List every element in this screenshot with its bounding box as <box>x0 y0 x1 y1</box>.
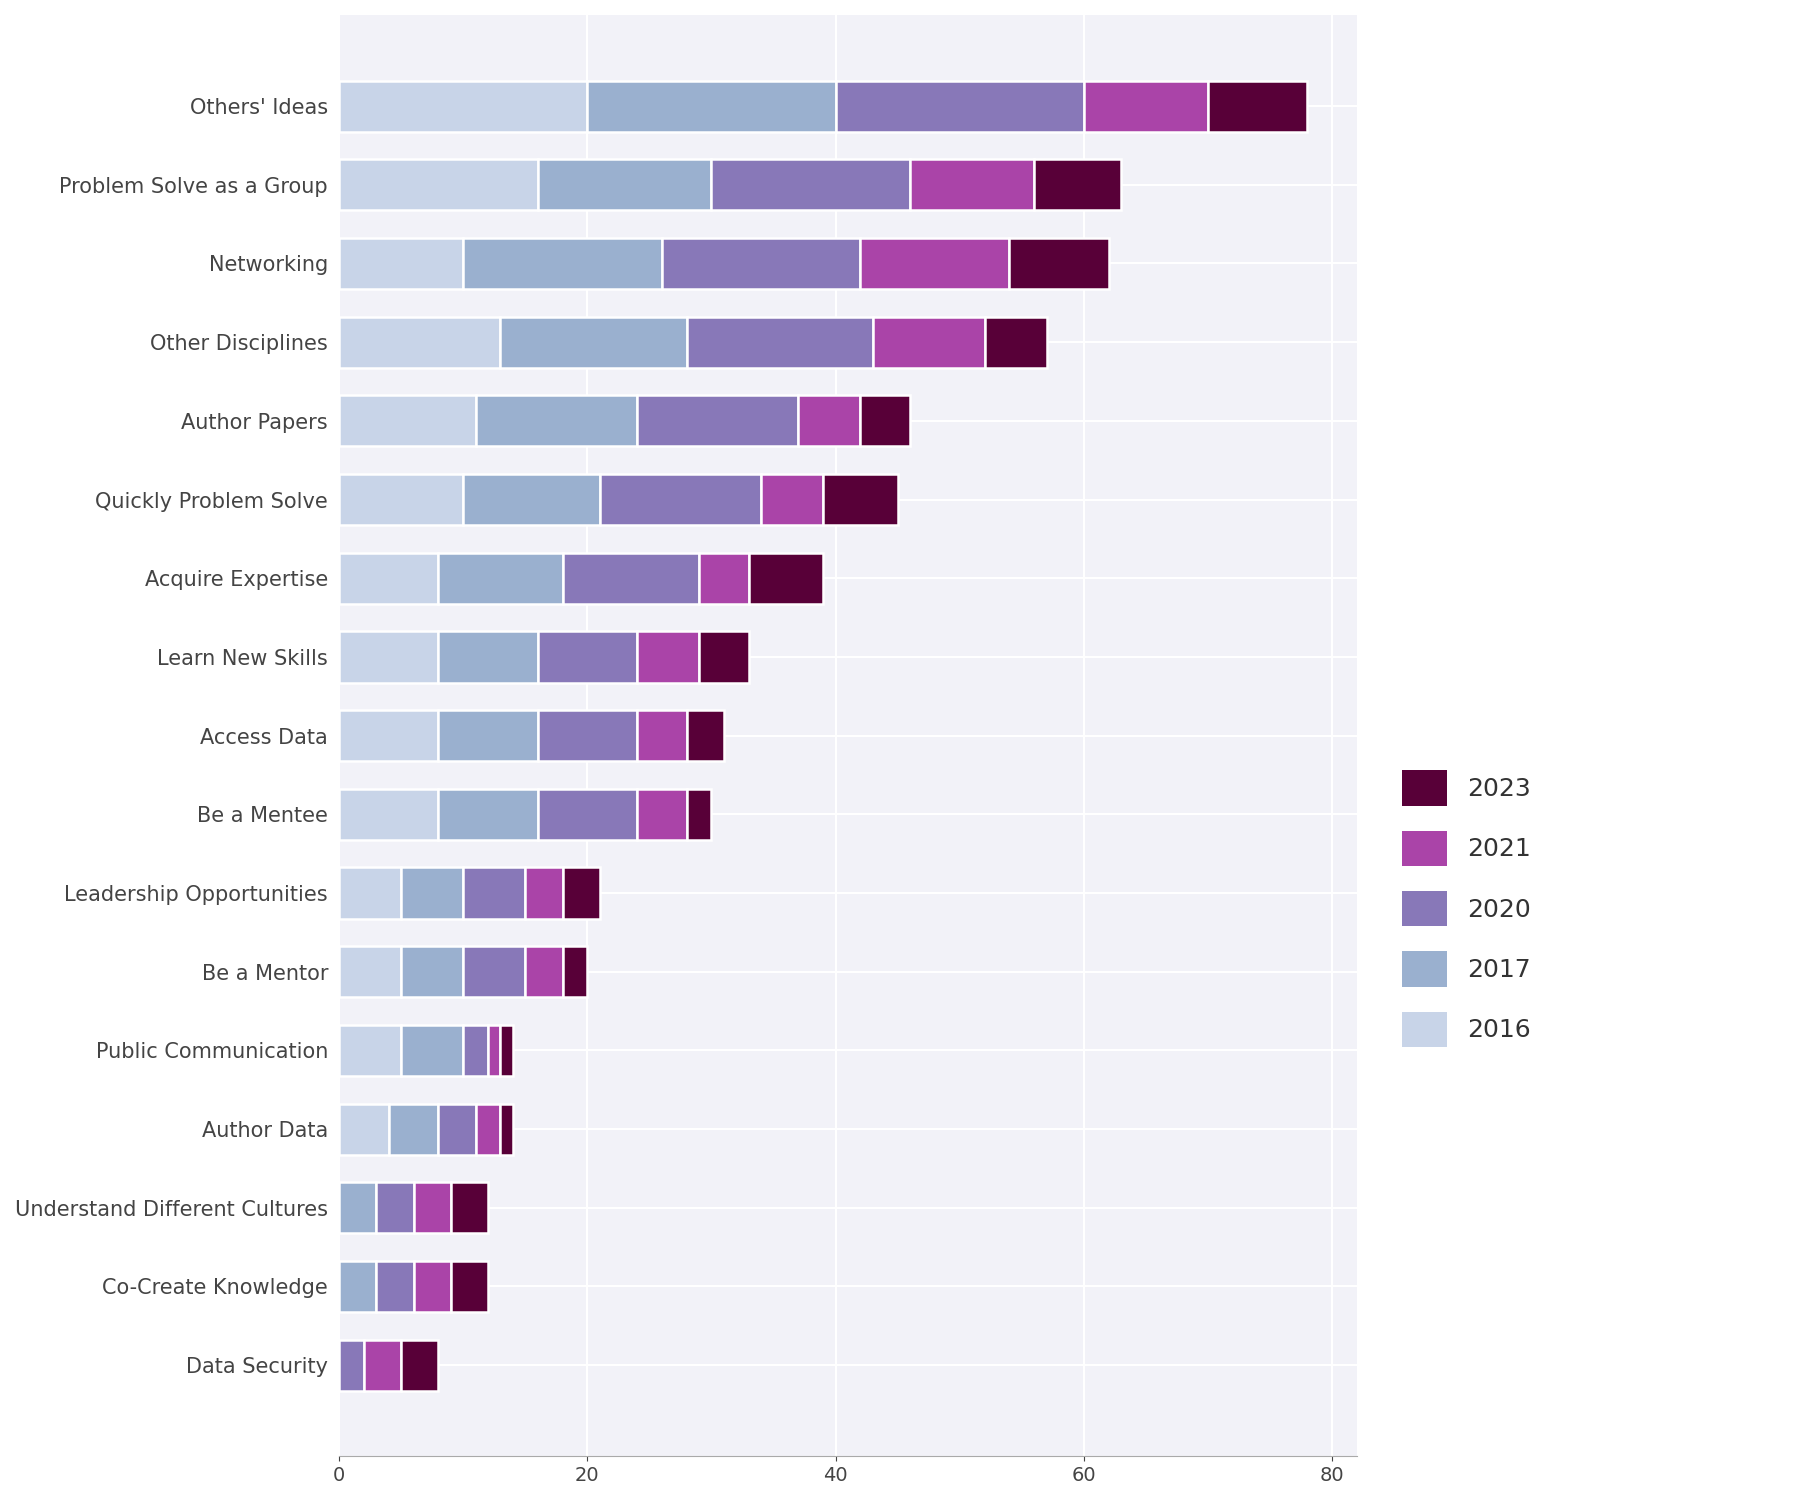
Bar <box>823 474 898 525</box>
Bar <box>637 710 686 760</box>
Bar <box>686 789 711 840</box>
Bar <box>563 552 698 604</box>
Bar <box>637 396 799 447</box>
Bar <box>500 1104 513 1155</box>
Bar <box>401 867 463 918</box>
Bar <box>338 552 439 604</box>
Bar <box>563 867 599 918</box>
Bar <box>450 1182 488 1233</box>
Bar <box>439 1104 475 1155</box>
Bar <box>463 238 662 290</box>
Bar <box>1010 238 1109 290</box>
Bar <box>338 789 439 840</box>
Bar <box>338 474 463 525</box>
Bar <box>338 1262 376 1312</box>
Bar <box>401 1024 463 1075</box>
Bar <box>587 81 835 132</box>
Bar <box>538 710 637 760</box>
Bar <box>439 789 538 840</box>
Bar <box>873 316 985 368</box>
Bar <box>1084 81 1208 132</box>
Bar <box>338 238 463 290</box>
Bar <box>1035 159 1121 210</box>
Bar <box>911 159 1035 210</box>
Bar <box>401 1340 439 1390</box>
Bar <box>475 396 637 447</box>
Bar <box>376 1182 414 1233</box>
Bar <box>414 1262 450 1312</box>
Bar <box>439 710 538 760</box>
Bar <box>761 474 823 525</box>
Bar <box>450 1262 488 1312</box>
Bar <box>463 946 526 998</box>
Bar <box>662 238 860 290</box>
Bar <box>1208 81 1307 132</box>
Bar <box>860 396 911 447</box>
Bar <box>338 710 439 760</box>
Bar <box>439 632 538 682</box>
Bar <box>637 632 698 682</box>
Bar <box>538 159 711 210</box>
Legend: 2023, 2021, 2020, 2017, 2016: 2023, 2021, 2020, 2017, 2016 <box>1390 758 1543 1059</box>
Bar <box>338 1340 364 1390</box>
Bar <box>500 316 686 368</box>
Bar <box>711 159 911 210</box>
Bar <box>500 1024 513 1075</box>
Bar <box>835 81 1084 132</box>
Bar <box>389 1104 439 1155</box>
Bar <box>799 396 860 447</box>
Bar <box>686 316 873 368</box>
Bar <box>401 946 463 998</box>
Bar <box>439 552 563 604</box>
Bar <box>985 316 1046 368</box>
Bar <box>475 1104 500 1155</box>
Bar <box>637 789 686 840</box>
Bar <box>749 552 823 604</box>
Bar <box>338 867 401 918</box>
Bar <box>338 159 538 210</box>
Bar <box>526 867 563 918</box>
Bar <box>463 1024 488 1075</box>
Bar <box>463 474 599 525</box>
Bar <box>599 474 761 525</box>
Bar <box>538 632 637 682</box>
Bar <box>338 946 401 998</box>
Bar <box>538 789 637 840</box>
Bar <box>338 632 439 682</box>
Bar <box>414 1182 450 1233</box>
Bar <box>364 1340 401 1390</box>
Bar <box>686 710 724 760</box>
Bar <box>338 1182 376 1233</box>
Bar <box>463 867 526 918</box>
Bar <box>488 1024 500 1075</box>
Bar <box>698 552 749 604</box>
Bar <box>698 632 749 682</box>
Bar <box>376 1262 414 1312</box>
Bar <box>338 396 475 447</box>
Bar <box>338 1104 389 1155</box>
Bar <box>338 316 500 368</box>
Bar <box>338 81 587 132</box>
Bar <box>563 946 587 998</box>
Bar <box>526 946 563 998</box>
Bar <box>860 238 1010 290</box>
Bar <box>338 1024 401 1075</box>
